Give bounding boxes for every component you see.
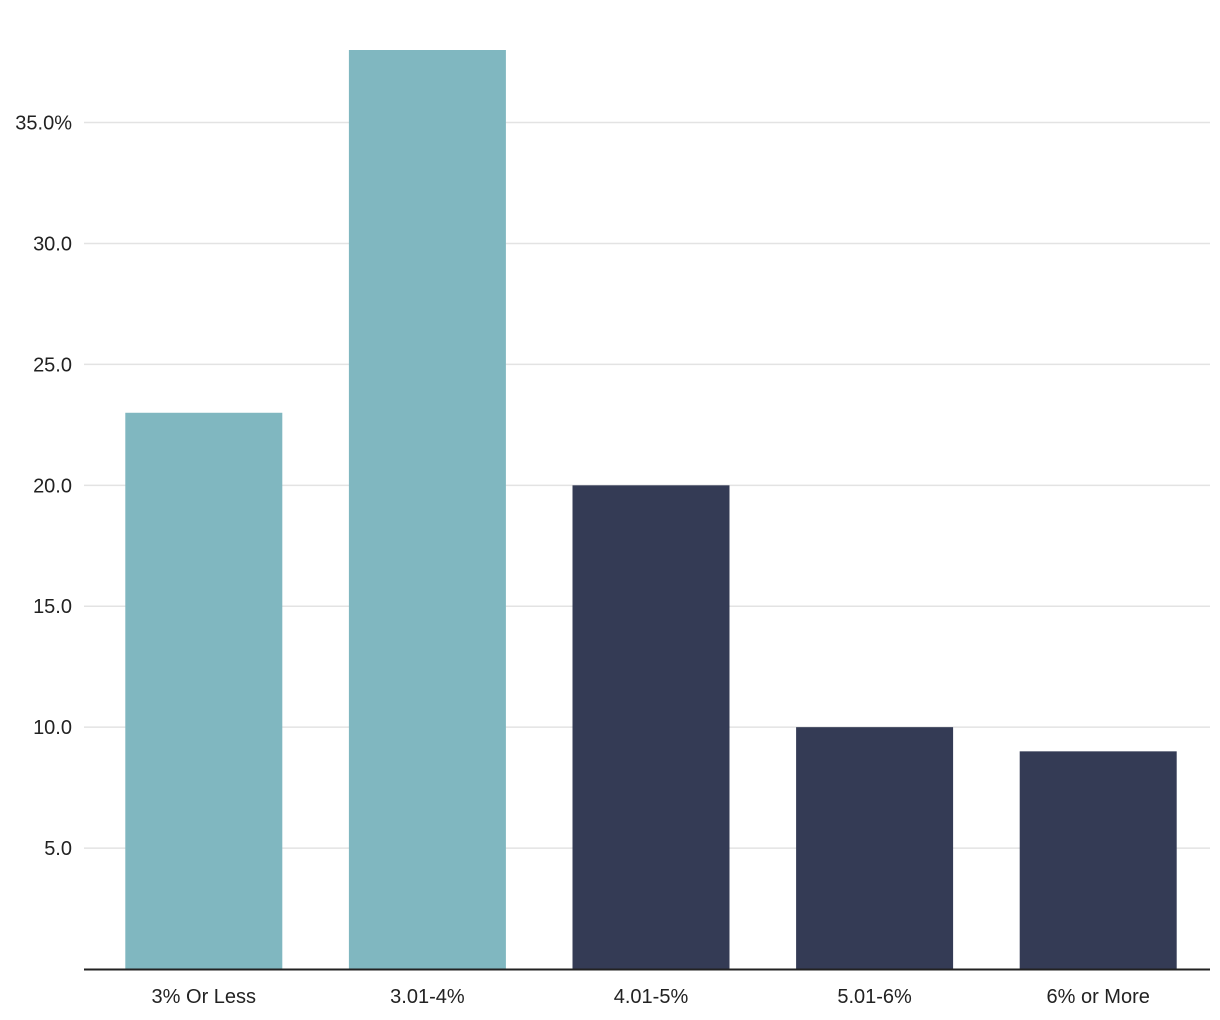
- bar-5: [1019, 751, 1177, 969]
- x-category-label: 6% or More: [1047, 986, 1150, 1008]
- bars: [125, 50, 1177, 969]
- y-axis-ticks: 5.0 10.0 15.0 20.0 25.0 30.0 35.0%: [15, 113, 72, 861]
- y-tick-label: 15.0: [33, 596, 72, 618]
- y-tick-label: 30.0: [33, 233, 72, 255]
- x-category-label: 3% Or Less: [152, 986, 256, 1008]
- x-category-label: 4.01-5%: [614, 986, 689, 1008]
- bar-3: [572, 485, 730, 969]
- bar-4: [796, 727, 954, 969]
- y-tick-label: 20.0: [33, 475, 72, 497]
- y-tick-label: 5.0: [44, 838, 72, 860]
- x-category-label: 5.01-6%: [837, 986, 912, 1008]
- x-category-label: 3.01-4%: [390, 986, 465, 1008]
- y-tick-label: 25.0: [33, 354, 72, 376]
- y-tick-label: 35.0%: [15, 113, 72, 135]
- x-axis-labels: 3% Or Less 3.01-4% 4.01-5% 5.01-6% 6% or Mor…: [152, 986, 1150, 1008]
- y-tick-label: 10.0: [33, 717, 72, 739]
- bar-2: [348, 50, 506, 969]
- bar-1: [125, 412, 283, 969]
